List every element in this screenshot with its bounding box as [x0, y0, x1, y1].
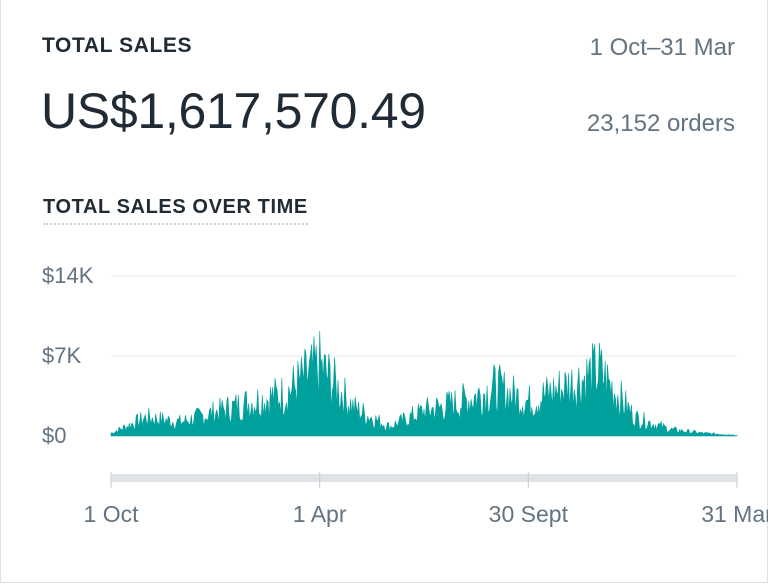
chart-area-layer [110, 330, 738, 437]
x-axis-bar [111, 474, 737, 482]
chart-axis [111, 474, 737, 482]
y-tick-label: $14K [42, 263, 94, 288]
total-sales-value: US$1,617,570.49 [41, 83, 426, 139]
sales-area-series [110, 330, 738, 437]
y-tick-label: $0 [42, 423, 66, 448]
chart-title[interactable]: TOTAL SALES OVER TIME [43, 196, 308, 225]
chart-y-ticks: $14K $7K $0 [42, 263, 94, 448]
chart-x-ticks: 1 Oct 1 Apr 30 Sept 31 Mar [84, 472, 768, 527]
x-tick-label: 1 Oct [84, 501, 140, 527]
sales-over-time-chart: $14K $7K $0 1 Oct 1 Apr 30 Sept 31 Mar [42, 263, 768, 527]
x-tick-label: 30 Sept [489, 501, 569, 527]
x-tick-label: 31 Mar [701, 501, 768, 527]
x-tick-label: 1 Apr [293, 501, 347, 527]
y-tick-label: $7K [42, 343, 81, 368]
orders-count: 23,152 orders [586, 110, 735, 137]
date-range: 1 Oct–31 Mar [589, 34, 735, 61]
card-title: TOTAL SALES [42, 34, 193, 57]
